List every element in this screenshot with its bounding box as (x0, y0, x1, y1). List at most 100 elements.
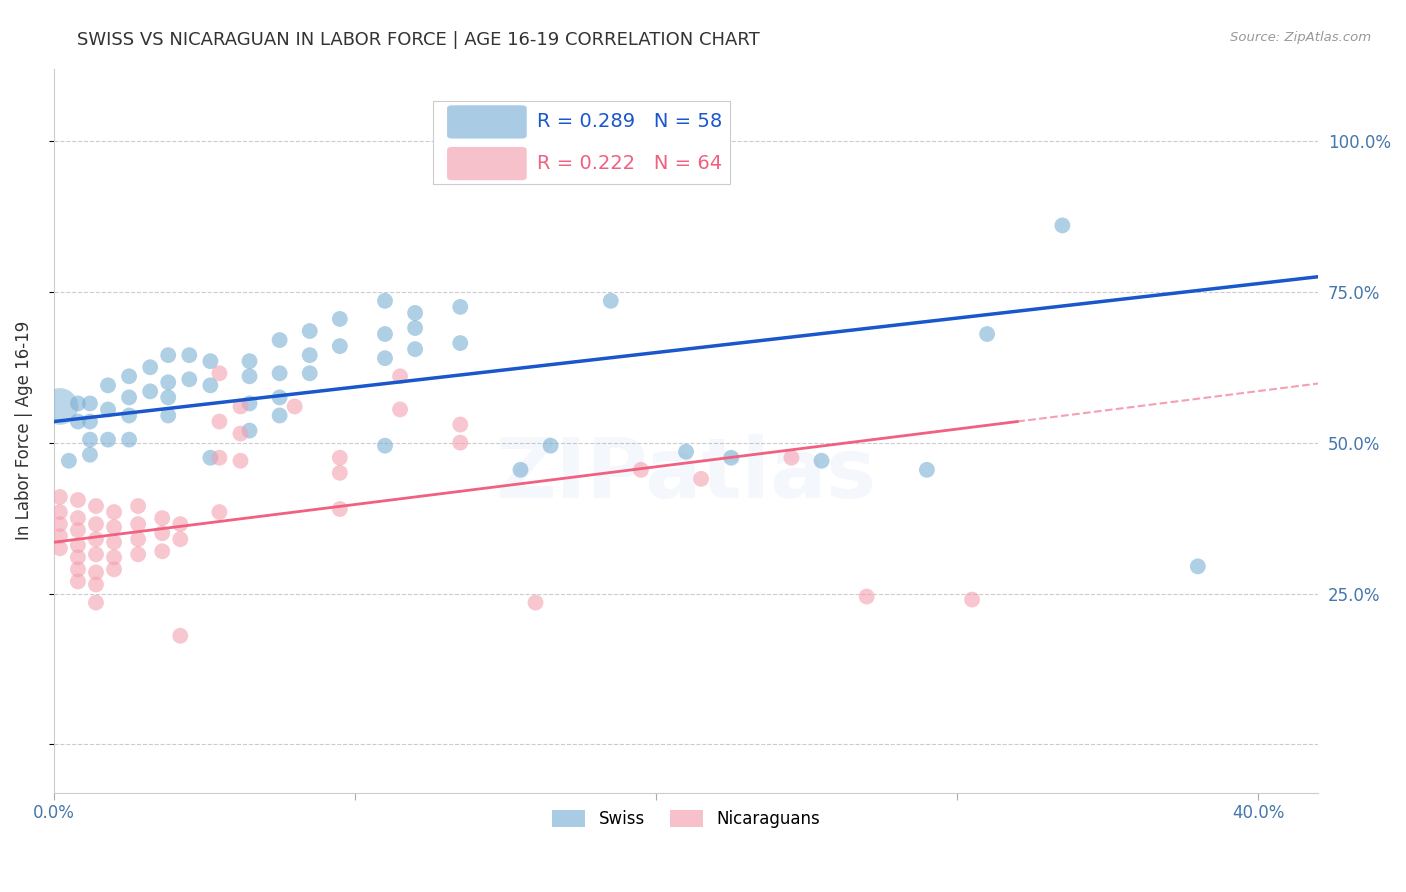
Point (269, 391, 291, 405)
Point (238, 424, 260, 438)
Point (157, 409, 180, 423)
Point (329, 339, 352, 353)
Point (404, 342, 426, 356)
Point (720, 450, 742, 465)
Point (66, 415, 89, 429)
Point (200, 450, 222, 465)
Point (169, 532, 191, 546)
Point (103, 562, 125, 576)
Point (810, 454, 832, 468)
Point (229, 454, 252, 468)
Point (208, 450, 231, 465)
Point (200, 378, 222, 392)
Point (449, 435, 471, 450)
Point (79, 415, 101, 429)
Point (449, 417, 471, 432)
Point (103, 520, 125, 534)
Point (238, 354, 260, 368)
Text: R = 0.222   N = 64: R = 0.222 N = 64 (537, 154, 721, 173)
Point (269, 409, 291, 423)
Point (49, 541, 72, 556)
Point (49, 505, 72, 519)
Point (157, 348, 180, 362)
Point (229, 400, 252, 414)
Point (84, 532, 107, 546)
Point (127, 547, 149, 561)
Point (374, 326, 396, 341)
Point (1187, 559, 1209, 574)
Point (157, 376, 180, 390)
Point (374, 351, 396, 366)
Point (599, 293, 621, 308)
Point (269, 333, 291, 347)
Point (329, 450, 352, 465)
Point (389, 402, 412, 417)
Point (103, 550, 125, 565)
Point (127, 499, 149, 513)
Point (84, 547, 107, 561)
Point (298, 324, 321, 338)
Point (84, 566, 107, 580)
Point (127, 517, 149, 532)
Point (630, 463, 652, 477)
Point (49, 490, 72, 504)
Point (675, 444, 697, 458)
Point (329, 466, 352, 480)
Point (79, 396, 101, 410)
FancyBboxPatch shape (447, 105, 527, 138)
Point (208, 505, 231, 519)
Point (66, 493, 89, 508)
Point (298, 348, 321, 362)
Text: SWISS VS NICARAGUAN IN LABOR FORCE | AGE 16-19 CORRELATION CHART: SWISS VS NICARAGUAN IN LABOR FORCE | AGE… (77, 31, 761, 49)
Point (208, 366, 231, 380)
Point (374, 293, 396, 308)
Point (84, 577, 107, 591)
Point (238, 396, 260, 410)
Point (84, 499, 107, 513)
Point (79, 448, 101, 462)
Point (449, 336, 471, 351)
Point (66, 396, 89, 410)
Point (97, 378, 120, 392)
Point (84, 517, 107, 532)
Point (139, 384, 162, 399)
Point (179, 372, 201, 386)
Point (960, 592, 983, 607)
Point (118, 369, 141, 384)
Point (1052, 219, 1074, 233)
Point (780, 450, 803, 465)
Y-axis label: In Labor Force | Age 16-19: In Labor Force | Age 16-19 (15, 321, 32, 541)
Point (208, 415, 231, 429)
Point (404, 321, 426, 335)
Point (150, 511, 173, 525)
Point (524, 596, 547, 610)
Point (49, 529, 72, 543)
Point (690, 472, 713, 486)
Point (179, 348, 201, 362)
Point (169, 517, 191, 532)
Point (66, 574, 89, 589)
Point (298, 366, 321, 380)
Point (49, 517, 72, 532)
Point (66, 550, 89, 565)
Text: Source: ZipAtlas.com: Source: ZipAtlas.com (1230, 31, 1371, 45)
Point (103, 505, 125, 519)
Point (49, 400, 72, 414)
Point (84, 596, 107, 610)
Point (540, 439, 562, 453)
Point (329, 502, 352, 516)
Point (103, 535, 125, 549)
Point (855, 590, 877, 604)
Point (118, 391, 141, 405)
Point (238, 369, 260, 384)
Point (915, 463, 938, 477)
Point (66, 538, 89, 552)
Text: R = 0.289   N = 58: R = 0.289 N = 58 (537, 112, 723, 131)
Point (449, 300, 471, 314)
Point (66, 562, 89, 576)
Point (169, 629, 191, 643)
Point (509, 463, 531, 477)
Point (157, 391, 180, 405)
Point (150, 544, 173, 558)
Point (329, 312, 352, 326)
